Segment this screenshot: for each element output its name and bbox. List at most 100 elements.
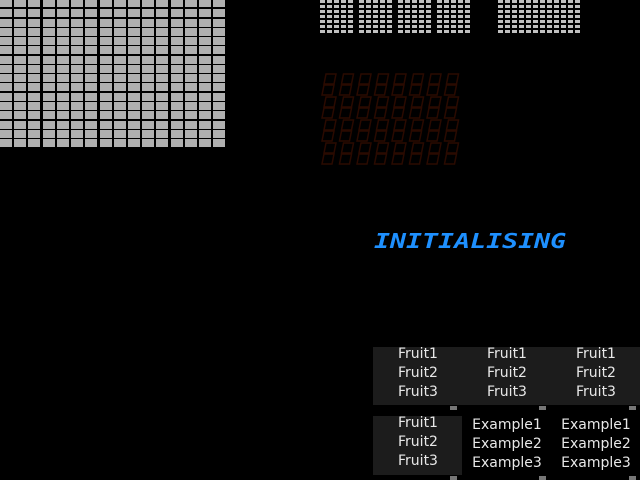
lamp xyxy=(57,19,69,27)
lamp xyxy=(142,102,154,110)
reel-symbol: Fruit1 xyxy=(576,346,616,362)
lamp xyxy=(114,83,126,91)
matrix-dot xyxy=(444,30,449,33)
matrix-dot xyxy=(398,10,403,13)
lamp xyxy=(171,111,183,119)
matrix-dot xyxy=(334,0,339,3)
reel-marker xyxy=(539,476,546,480)
matrix-dot xyxy=(575,5,580,8)
matrix-dot xyxy=(405,5,410,8)
matrix-dot xyxy=(437,10,442,13)
lamp xyxy=(213,83,225,91)
matrix-dot xyxy=(426,15,431,18)
lamp xyxy=(0,102,12,110)
lamp xyxy=(28,74,40,82)
lamp xyxy=(185,130,197,138)
lamp xyxy=(185,102,197,110)
lamp xyxy=(71,0,83,7)
matrix-dot xyxy=(437,15,442,18)
matrix-dot xyxy=(380,25,385,28)
lamp xyxy=(171,121,183,129)
matrix-dot xyxy=(426,10,431,13)
matrix-dot xyxy=(505,15,510,18)
lamp xyxy=(114,56,126,64)
matrix-dot xyxy=(334,10,339,13)
lamp xyxy=(71,46,83,54)
lamp xyxy=(171,102,183,110)
reel-symbol: Fruit2 xyxy=(576,365,616,381)
lamp xyxy=(156,9,168,17)
lamp xyxy=(128,74,140,82)
lamp xyxy=(199,102,211,110)
matrix-dot xyxy=(465,5,470,8)
matrix-dot xyxy=(533,10,538,13)
matrix-dot xyxy=(547,0,552,3)
matrix-dot xyxy=(512,15,517,18)
seven-segment-digit xyxy=(321,73,337,96)
lamp xyxy=(128,139,140,147)
lamp xyxy=(100,37,112,45)
matrix-dot xyxy=(519,30,524,33)
lamp xyxy=(100,0,112,7)
matrix-dot xyxy=(387,0,392,3)
lamp xyxy=(156,139,168,147)
seven-segment-digit xyxy=(408,119,425,142)
lamp xyxy=(14,121,26,129)
lamp xyxy=(71,93,83,101)
lamp xyxy=(85,111,97,119)
lamp xyxy=(0,9,12,17)
lamp xyxy=(100,121,112,129)
matrix-dot xyxy=(512,30,517,33)
lamp xyxy=(142,56,154,64)
lamp xyxy=(43,28,55,36)
lamp xyxy=(156,74,168,82)
lamp xyxy=(43,121,55,129)
seven-segment-digit xyxy=(391,142,407,165)
matrix-dot xyxy=(519,15,524,18)
seven-segment-digit xyxy=(338,142,355,165)
lamp xyxy=(156,121,168,129)
lamp xyxy=(28,65,40,73)
lamp xyxy=(185,0,197,7)
lamp xyxy=(0,121,12,129)
matrix-dot xyxy=(359,0,364,3)
lamp xyxy=(128,65,140,73)
matrix-dot xyxy=(451,30,456,33)
lamp xyxy=(185,139,197,147)
lamp xyxy=(85,121,97,129)
matrix-dot xyxy=(380,10,385,13)
lamp xyxy=(171,28,183,36)
reel-symbol: Fruit2 xyxy=(398,365,438,381)
matrix-dot xyxy=(334,30,339,33)
lamp xyxy=(213,19,225,27)
lamp xyxy=(171,37,183,45)
matrix-dot xyxy=(554,15,559,18)
matrix-dot xyxy=(533,25,538,28)
lamp xyxy=(14,102,26,110)
matrix-dot xyxy=(437,30,442,33)
matrix-dot xyxy=(380,15,385,18)
lamp xyxy=(185,121,197,129)
matrix-dot xyxy=(540,15,545,18)
lamp xyxy=(85,93,97,101)
matrix-dot xyxy=(320,15,325,18)
matrix-dot xyxy=(327,25,332,28)
reel-marker xyxy=(450,476,457,480)
matrix-dot xyxy=(498,15,503,18)
lamp xyxy=(142,83,154,91)
matrix-dot xyxy=(334,20,339,23)
matrix-dot xyxy=(398,5,403,8)
matrix-dot xyxy=(547,5,552,8)
lamp xyxy=(128,9,140,17)
reel-symbol: Fruit1 xyxy=(487,346,527,362)
matrix-dot xyxy=(540,10,545,13)
lamp xyxy=(71,9,83,17)
lamp xyxy=(57,56,69,64)
lamp xyxy=(114,74,126,82)
seven-segment-digit xyxy=(356,73,372,96)
lamp xyxy=(100,93,112,101)
seven-segment-digit xyxy=(356,142,372,165)
lamp xyxy=(57,46,69,54)
matrix-dot xyxy=(405,30,410,33)
lamp xyxy=(57,93,69,101)
